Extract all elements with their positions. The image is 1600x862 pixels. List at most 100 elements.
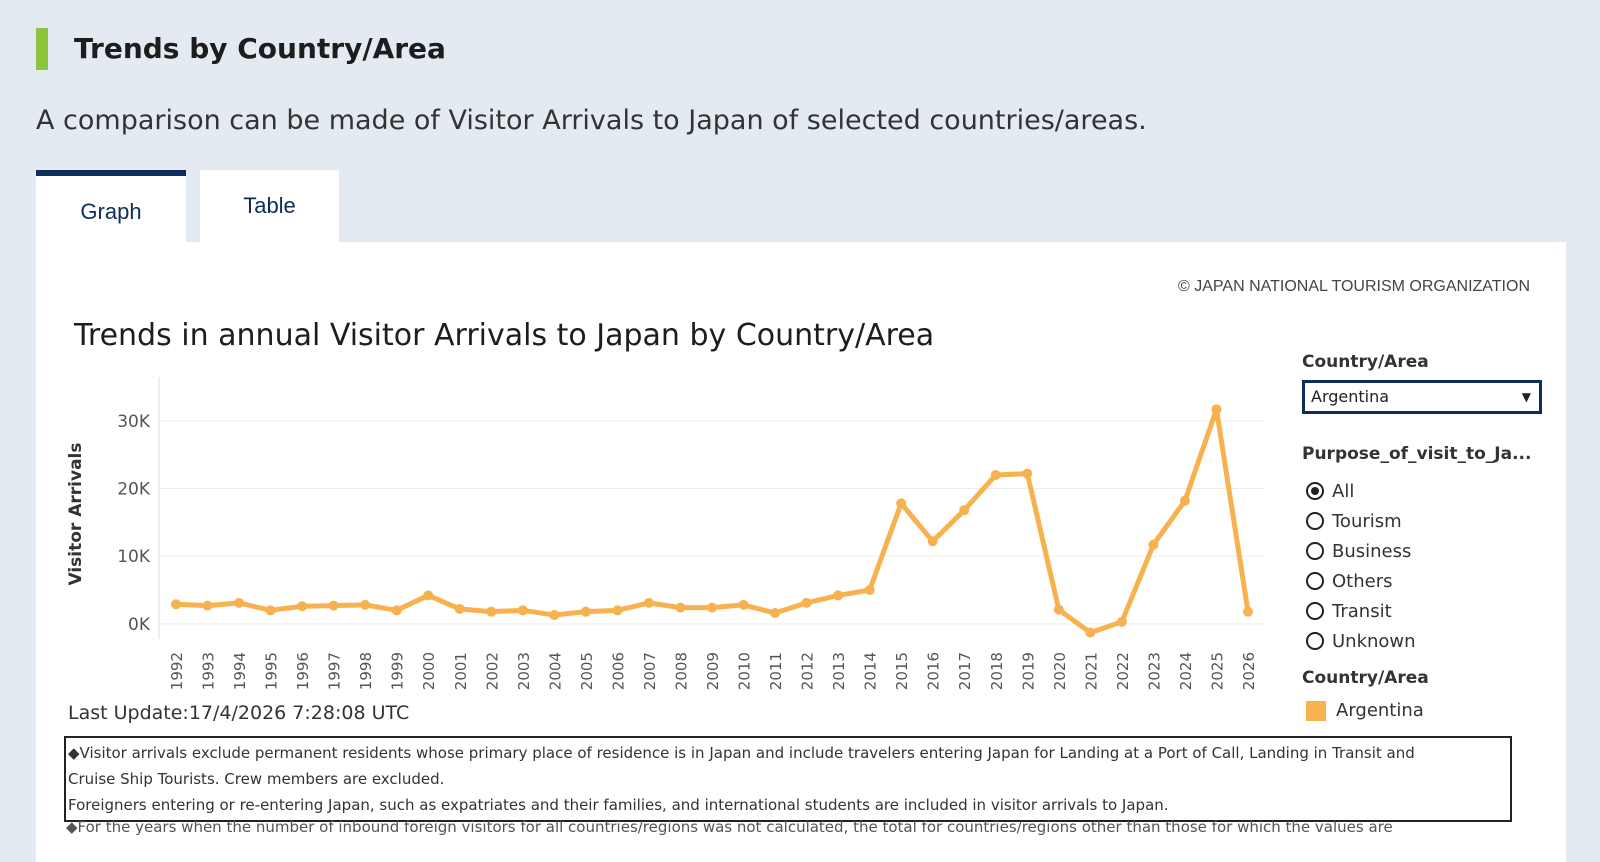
purpose-radio-business[interactable]: Business [1302, 536, 1542, 566]
x-tick-label: 2019 [1019, 652, 1037, 690]
x-tick-label: 2015 [893, 652, 911, 690]
x-tick-label: 1997 [326, 652, 344, 690]
x-tick-label: 2022 [1114, 652, 1132, 690]
purpose-radio-unknown[interactable]: Unknown [1302, 626, 1542, 656]
x-tick-label: 2010 [736, 652, 754, 690]
x-tick-label: 2024 [1177, 652, 1195, 690]
data-point [234, 597, 245, 608]
filter-panel: Country/Area Argentina ▼ Purpose_of_visi… [1302, 352, 1542, 656]
purpose-radio-others[interactable]: Others [1302, 566, 1542, 596]
data-point [864, 585, 875, 596]
radio-label: Unknown [1332, 630, 1416, 652]
x-tick-label: 2009 [704, 652, 722, 690]
data-point [612, 605, 623, 616]
data-point [1022, 468, 1033, 479]
x-tick-label: 2020 [1051, 652, 1069, 690]
x-tick-label: 2005 [578, 652, 596, 690]
x-tick-label: 1996 [294, 652, 312, 690]
line-chart[interactable]: 0K 10K 20K 30K 1992 1993 1994 1995 1996 1997 1998 1… [36, 242, 1566, 702]
x-tick-label: 1994 [231, 652, 249, 690]
data-point [1179, 495, 1190, 506]
tab-table[interactable]: Table [200, 170, 339, 242]
data-point [675, 602, 686, 613]
x-tick-label: 1998 [357, 652, 375, 690]
x-tick-label: 2018 [988, 652, 1006, 690]
radio-button-icon [1306, 512, 1324, 530]
legend-swatch [1306, 700, 1326, 721]
purpose-filter-label: Purpose_of_visit_to_Ja... [1302, 444, 1532, 464]
country-select-value: Argentina [1311, 387, 1390, 406]
data-point [738, 599, 749, 610]
chart-title: Trends in annual Visitor Arrivals to Jap… [74, 318, 935, 353]
x-tick-label: 2006 [609, 652, 627, 690]
x-tick-label: 2002 [483, 652, 501, 690]
x-tick-label: 2017 [956, 652, 974, 690]
x-tick-label: 2025 [1208, 652, 1226, 690]
page-subtitle: A comparison can be made of Visitor Arri… [36, 105, 1147, 136]
data-point [297, 601, 308, 612]
chart-panel: © JAPAN NATIONAL TOURISM ORGANIZATION Tr… [36, 242, 1566, 862]
radio-button-icon [1306, 482, 1324, 500]
x-tick-label: 1995 [263, 652, 281, 690]
radio-button-icon [1306, 602, 1324, 620]
x-tick-label: 2004 [546, 652, 564, 690]
x-tick-label: 1992 [168, 652, 186, 690]
data-point [643, 597, 654, 608]
x-tick-label: 2011 [767, 652, 785, 690]
radio-button-icon [1306, 572, 1324, 590]
radio-label: All [1332, 480, 1355, 502]
purpose-radio-all[interactable]: All [1302, 476, 1542, 506]
data-point [423, 590, 434, 601]
data-point [1211, 404, 1222, 415]
legend-item-label: Argentina [1336, 700, 1424, 721]
purpose-radio-group: All Tourism Business Others Transit Unknown [1302, 476, 1542, 656]
data-point [927, 536, 938, 547]
data-point [202, 600, 213, 611]
data-point [770, 608, 781, 619]
data-point [1243, 606, 1253, 617]
data-point [707, 602, 717, 613]
data-point [486, 606, 497, 617]
y-tick-label: 0K [128, 615, 151, 635]
data-point [171, 599, 181, 610]
title-accent-bar [36, 28, 48, 70]
radio-button-icon [1306, 542, 1324, 560]
radio-label: Tourism [1332, 510, 1402, 532]
data-point [959, 505, 970, 516]
x-tick-label: 2021 [1082, 652, 1100, 690]
page-title: Trends by Country/Area [74, 32, 446, 65]
note-line-2: Cruise Ship Tourists. Crew members are e… [68, 770, 445, 788]
x-tick-label: 2003 [515, 652, 533, 690]
tab-graph[interactable]: Graph [36, 170, 186, 246]
data-point [517, 605, 528, 616]
data-point [265, 605, 276, 616]
x-tick-label: 2007 [641, 652, 659, 690]
last-update-text: Last Update:17/4/2026 7:28:08 UTC [68, 702, 410, 724]
data-point [801, 597, 812, 608]
x-tick-label: 2000 [420, 652, 438, 690]
x-tick-label: 2023 [1145, 652, 1163, 690]
y-tick-label: 20K [117, 480, 151, 500]
data-point [1148, 539, 1159, 550]
radio-button-icon [1306, 632, 1324, 650]
purpose-radio-tourism[interactable]: Tourism [1302, 506, 1542, 536]
purpose-radio-transit[interactable]: Transit [1302, 596, 1542, 626]
x-tick-label: 2026 [1240, 652, 1258, 690]
note-line-1: ◆Visitor arrivals exclude permanent resi… [68, 744, 1415, 762]
data-point [1085, 627, 1096, 638]
legend-title: Country/Area [1302, 668, 1429, 688]
data-point [1053, 604, 1064, 615]
radio-label: Business [1332, 540, 1412, 562]
notes-box: ◆Visitor arrivals exclude permanent resi… [64, 736, 1512, 822]
data-point [833, 590, 844, 601]
x-tick-label: 2013 [830, 652, 848, 690]
legend-item[interactable]: Argentina [1306, 700, 1424, 721]
data-point [990, 469, 1001, 480]
series-line-argentina [173, 406, 1251, 636]
data-point [360, 599, 371, 610]
dropdown-arrow-icon: ▼ [1521, 390, 1531, 404]
x-tick-label: 2014 [862, 652, 880, 690]
copyright-text: © JAPAN NATIONAL TOURISM ORGANIZATION [1178, 278, 1530, 295]
x-tick-label: 2016 [925, 652, 943, 690]
country-select[interactable]: Argentina ▼ [1302, 380, 1542, 414]
